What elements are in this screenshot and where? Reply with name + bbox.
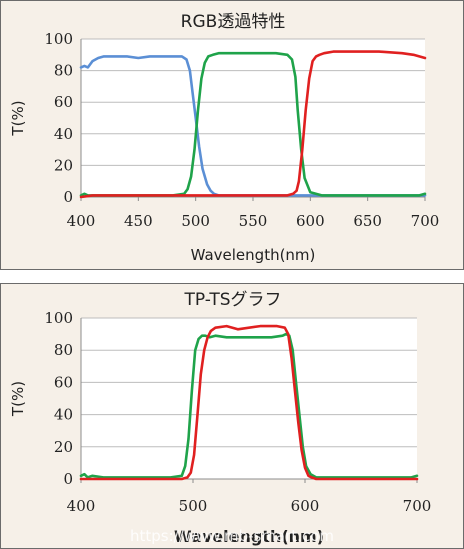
x-tick-label: 700 (411, 212, 440, 230)
tpts-chart-panel: TP-TSグラフ 0 20 40 60 80 100 400 500 600 700 Waveleng… (0, 283, 464, 549)
y-tick-label: 0 (63, 470, 73, 488)
y-axis-label: T(%) (9, 381, 27, 417)
rgb-chart-panel: RGB透過特性 0 20 40 60 80 100 400 450 500 550 600 650 700… (0, 0, 464, 270)
x-axis-label: Wavelength(nm) (191, 246, 316, 264)
chart-title: TP-TSグラフ (183, 290, 281, 310)
x-tick-label: 600 (291, 497, 320, 515)
x-tick-label: 400 (67, 212, 96, 230)
y-tick-label: 80 (54, 341, 73, 359)
x-tick-label: 700 (403, 497, 432, 515)
x-tick-label: 650 (353, 212, 382, 230)
y-tick-label: 100 (44, 30, 73, 48)
y-tick-label: 40 (54, 125, 73, 143)
y-tick-label: 80 (54, 62, 73, 80)
y-tick-label: 20 (54, 438, 73, 456)
series-line-2 (79, 324, 419, 481)
x-tick-label: 400 (67, 497, 96, 515)
tpts-chart: TP-TSグラフ 0 20 40 60 80 100 400 500 600 700 Waveleng… (9, 290, 432, 546)
y-tick-label: 60 (54, 373, 73, 391)
chart-title: RGB透過特性 (181, 12, 286, 32)
x-tick-label: 500 (179, 497, 208, 515)
x-tick-label: 500 (181, 212, 210, 230)
x-tick-label: 600 (296, 212, 325, 230)
y-axis-label: T(%) (9, 100, 27, 136)
rgb-chart: RGB透過特性 0 20 40 60 80 100 400 450 500 550 600 650 700… (9, 12, 440, 264)
x-axis-label: Wavelength(nm) (174, 527, 324, 546)
y-tick-label: 100 (44, 309, 73, 327)
x-tick-label: 450 (124, 212, 153, 230)
series-line-3 (79, 50, 427, 199)
plot-area (81, 39, 425, 197)
x-tick-label: 550 (239, 212, 268, 230)
plot-area (81, 318, 417, 479)
y-tick-label: 40 (54, 406, 73, 424)
y-tick-label: 20 (54, 156, 73, 174)
y-tick-label: 0 (63, 188, 73, 206)
y-tick-label: 60 (54, 93, 73, 111)
series-line-1 (79, 332, 419, 479)
